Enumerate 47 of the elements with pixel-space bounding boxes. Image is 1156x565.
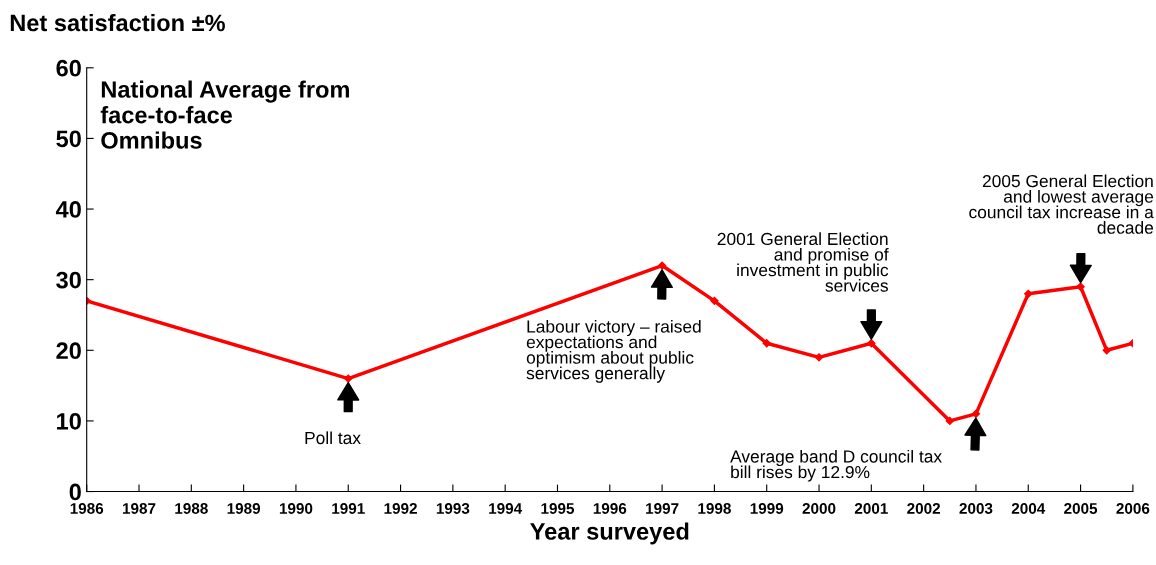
point [867,339,876,348]
point [657,261,667,270]
point [945,416,954,426]
x-tick-label: 2001 [854,503,888,514]
text: National Average from face-to-face Omnibus [100,80,349,149]
y-tick-label: 60 [56,59,81,77]
annotation: Average band D council tax bill rises by 12.9% [730,449,942,482]
x-tick-label: 1995 [541,503,575,514]
x-tick-label: 1986 [70,503,104,514]
point [814,353,824,362]
y-tick-label: 0 [69,483,81,501]
y-tick-label: 40 [55,201,81,218]
x-tick-label: 1988 [175,503,208,514]
x-tick-label: 2000 [802,503,836,514]
x-tick-label: 2005 [1064,503,1098,514]
x-tick-label: 1991 [332,503,365,514]
x-tick-label: 1994 [489,503,523,514]
x-tick-label: 1996 [593,503,627,514]
x-tick-label: 1990 [279,503,313,514]
point [971,409,981,418]
point [1102,346,1111,355]
annotation: Poll tax [305,431,361,445]
x-axis-title: Year surveyed [530,522,689,545]
x-tick-label: 1998 [698,503,731,514]
annotation: Labour victory – raised expectations and optimism about public services generally [526,319,701,383]
point [1024,289,1033,298]
x-tick-label: 1992 [384,503,417,514]
annotation: 2005 General Election and lowest average council tax increase in a decade [969,174,1154,234]
y-axis-title: Net satisfaction ±% [10,13,225,32]
x-tick-label: 1987 [122,503,156,514]
x-tick-label: 2004 [1011,503,1046,514]
point [1076,282,1085,291]
x-tick-label: 1993 [436,503,470,514]
x-tick-label: 1997 [646,503,679,514]
x-tick-label: 1989 [227,503,261,514]
point [710,296,719,305]
y-tick-label: 30 [56,271,81,289]
y-tick-label: 10 [57,412,81,430]
x-tick-label: 2002 [907,503,941,514]
y-tick-label: 50 [56,130,81,148]
x-tick-label: 1999 [750,503,784,514]
annotation: 2001 General Election and promise of investment in public services [717,232,889,292]
x-tick-label: 2006 [1116,503,1150,514]
y-tick-label: 20 [56,342,81,360]
point [762,339,771,348]
x-tick-label: 2003 [959,503,993,514]
point [344,374,353,383]
